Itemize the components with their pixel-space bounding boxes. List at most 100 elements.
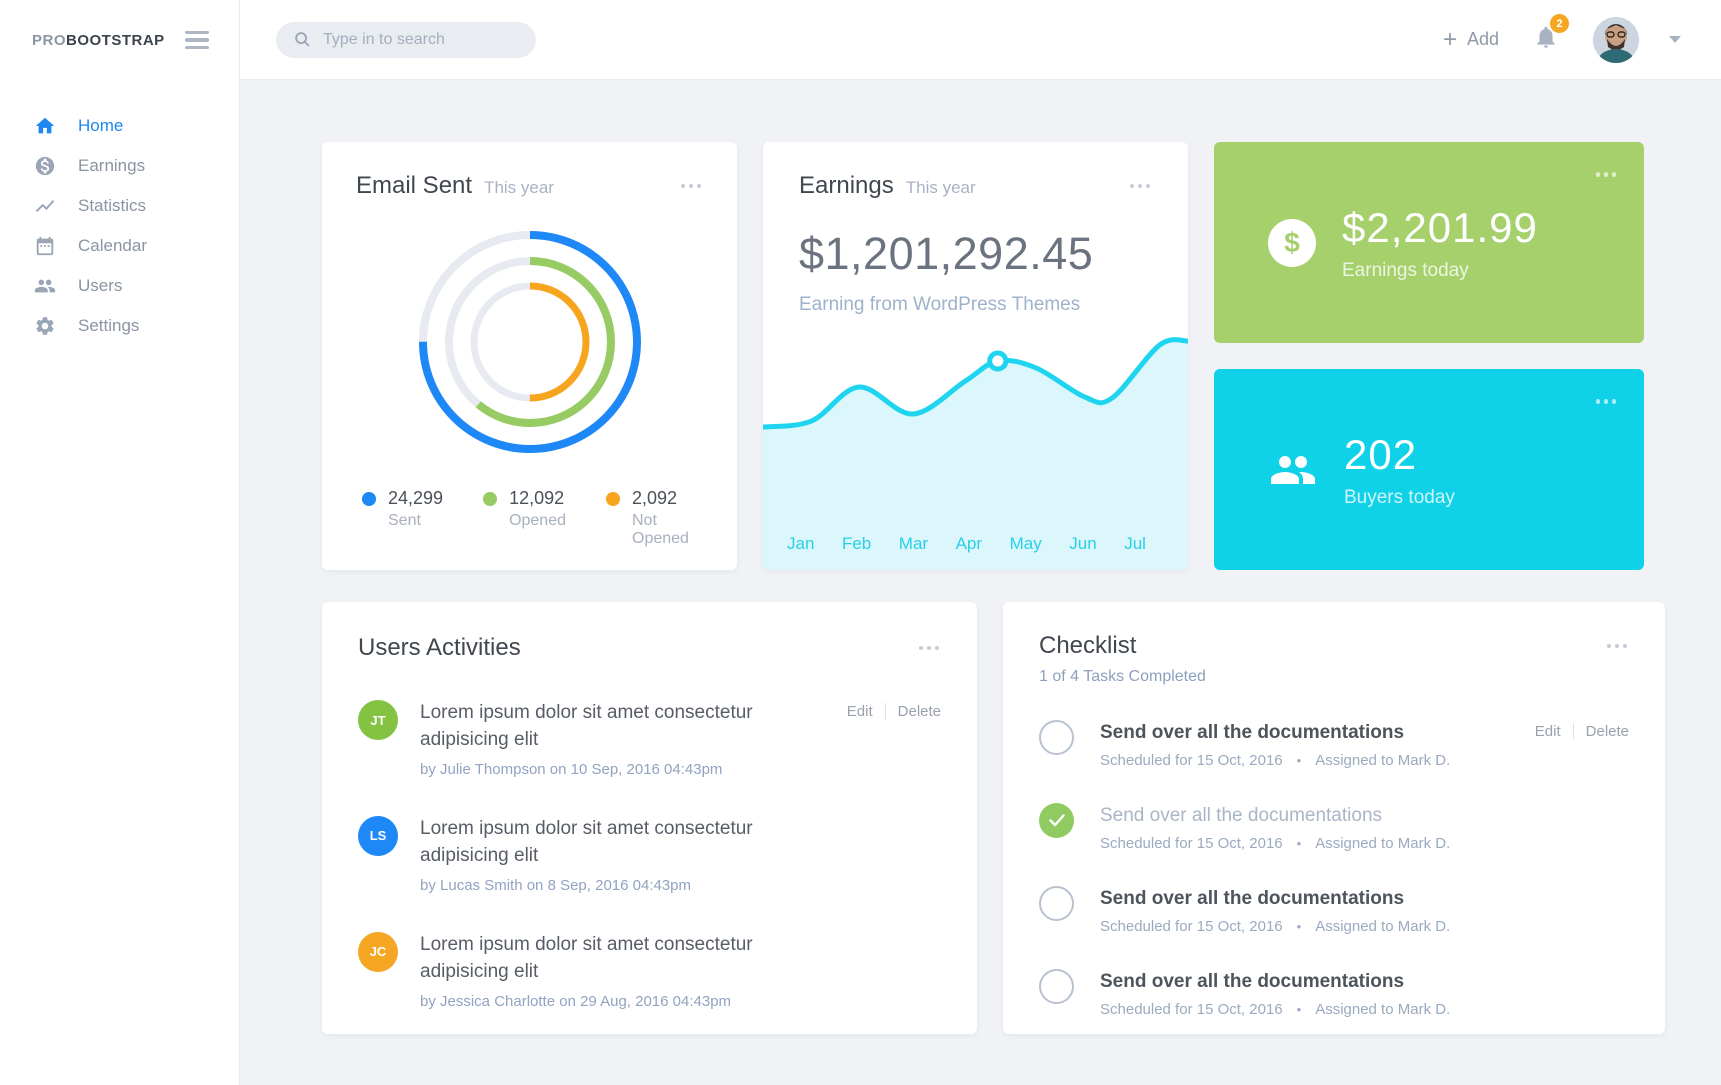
bullet-separator: • <box>1296 753 1302 768</box>
buyers-today-menu-icon[interactable] <box>1594 393 1619 410</box>
activity-meta: by Jessica Charlotte on 29 Aug, 2016 04:… <box>420 992 732 1010</box>
brand-area: PROBOOTSTRAP <box>0 0 240 80</box>
search-bar[interactable] <box>276 21 536 58</box>
checklist-card-menu-icon[interactable] <box>1605 638 1630 655</box>
activity-row: LS Lorem ipsum dolor sit amet consectetu… <box>358 815 941 894</box>
plus-icon: + <box>1442 25 1457 53</box>
earnings-card-menu-icon[interactable] <box>1128 178 1153 195</box>
edit-button[interactable]: Edit <box>1534 723 1561 740</box>
sidebar-item-earnings[interactable]: Earnings <box>0 146 239 186</box>
users-activities-card: Users Activities JT Lorem ipsum dolor si… <box>322 602 977 1034</box>
bell-icon <box>1537 26 1555 48</box>
brand-logo-bold: BOOTSTRAP <box>66 31 165 49</box>
stat-cards-column: $ $2,201.99 Earnings today 202 Buyers to… <box>1214 142 1644 570</box>
checkbox-unchecked[interactable] <box>1039 886 1074 921</box>
legend-item-opened: 12,092 Opened <box>483 488 566 548</box>
notifications-button[interactable]: 2 <box>1529 14 1569 59</box>
email-sent-card: Email Sent This year <box>322 142 737 570</box>
user-avatar[interactable] <box>1593 16 1639 63</box>
dollar-circle-icon <box>35 156 55 176</box>
earnings-amount: $1,201,292.45 <box>799 228 1094 279</box>
sidebar-item-users[interactable]: Users <box>0 266 239 306</box>
search-icon <box>295 32 310 47</box>
bullet-separator: • <box>1296 1002 1302 1017</box>
task-title: Send over all the documentations <box>1100 888 1405 909</box>
earnings-today-menu-icon[interactable] <box>1594 166 1619 183</box>
avatar-image <box>1593 16 1639 63</box>
brand-logo-light: PRO <box>32 31 67 49</box>
users-icon <box>34 279 56 293</box>
activity-text: Lorem ipsum dolor sit amet consectetur a… <box>420 933 753 982</box>
checkbox-checked[interactable] <box>1039 803 1074 838</box>
task-scheduled: Scheduled for 15 Oct, 2016 <box>1100 835 1283 852</box>
checkbox-unchecked[interactable] <box>1039 969 1074 1004</box>
chevron-down-icon[interactable] <box>1669 36 1681 43</box>
task-assigned: Assigned to Mark D. <box>1315 1001 1451 1018</box>
task-scheduled: Scheduled for 15 Oct, 2016 <box>1100 918 1283 935</box>
hamburger-menu-icon[interactable] <box>181 27 213 54</box>
calendar-icon <box>36 236 54 256</box>
check-icon <box>1048 814 1065 827</box>
checklist-card-title: Checklist <box>1039 632 1137 659</box>
divider <box>884 703 886 720</box>
earnings-today-card: $ $2,201.99 Earnings today <box>1214 142 1644 343</box>
edit-button[interactable]: Edit <box>846 703 873 720</box>
sidebar-item-label: Home <box>78 116 124 135</box>
users-icon <box>1271 456 1315 484</box>
email-chart-legend: 24,299 Sent 12,092 Opened <box>356 488 703 548</box>
sidebar-item-label: Users <box>78 276 123 295</box>
add-button[interactable]: + Add <box>1442 25 1499 53</box>
buyers-today-label: Buyers today <box>1344 487 1455 508</box>
month-label: Apr <box>955 534 983 553</box>
legend-label: Sent <box>388 512 421 529</box>
checkbox-unchecked[interactable] <box>1039 720 1074 755</box>
month-label: Feb <box>841 534 872 553</box>
task-title: Send over all the documentations <box>1100 805 1383 826</box>
checklist-row: Send over all the documentations Schedul… <box>1039 803 1629 852</box>
email-card-title: Email Sent <box>356 172 473 199</box>
sidebar-item-home[interactable]: Home <box>0 106 239 146</box>
delete-button[interactable]: Delete <box>1585 723 1629 740</box>
checklist-progress-text: 1 of 4 Tasks Completed <box>1039 668 1206 685</box>
search-input[interactable] <box>323 30 518 49</box>
sidebar-item-label: Calendar <box>78 236 147 255</box>
task-assigned: Assigned to Mark D. <box>1315 752 1451 769</box>
checklist-row: Send over all the documentations Schedul… <box>1039 886 1629 935</box>
activities-card-title: Users Activities <box>358 634 521 661</box>
activity-meta: by Lucas Smith on 8 Sep, 2016 04:43pm <box>420 876 692 894</box>
buyers-today-card: 202 Buyers today <box>1214 369 1644 570</box>
gear-icon <box>36 317 54 335</box>
home-icon <box>35 117 55 134</box>
sidebar-item-calendar[interactable]: Calendar <box>0 226 239 266</box>
sidebar-item-statistics[interactable]: Statistics <box>0 186 239 226</box>
task-title: Send over all the documentations <box>1100 971 1405 992</box>
avatar: LS <box>358 815 398 856</box>
legend-value: 2,092 <box>632 488 678 508</box>
header-actions: + Add 2 <box>1442 14 1681 63</box>
legend-value: 12,092 <box>509 488 565 508</box>
month-label: Jun <box>1069 534 1097 553</box>
divider <box>1572 723 1574 740</box>
email-card-menu-icon[interactable] <box>679 178 704 195</box>
legend-label: Opened <box>509 512 566 529</box>
top-header: + Add 2 <box>240 0 1721 80</box>
legend-dot-sent <box>362 492 376 506</box>
chart-marker <box>987 350 1009 372</box>
activities-card-menu-icon[interactable] <box>917 640 942 657</box>
sidebar-item-settings[interactable]: Settings <box>0 306 239 346</box>
email-card-subtitle: This year <box>484 178 554 197</box>
task-title: Send over all the documentations <box>1100 722 1405 743</box>
email-donut-chart <box>356 226 703 458</box>
checklist-card: Checklist 1 of 4 Tasks Completed Send ov… <box>1003 602 1665 1034</box>
month-label: May <box>1009 534 1042 553</box>
earnings-card-title: Earnings <box>799 172 894 199</box>
task-scheduled: Scheduled for 15 Oct, 2016 <box>1100 1001 1283 1018</box>
earnings-caption: Earning from WordPress Themes <box>799 294 1081 315</box>
checklist-row: Send over all the documentations Schedul… <box>1039 969 1629 1018</box>
delete-button[interactable]: Delete <box>897 703 941 720</box>
task-assigned: Assigned to Mark D. <box>1315 835 1451 852</box>
legend-dot-not-opened <box>606 492 620 506</box>
task-assigned: Assigned to Mark D. <box>1315 918 1451 935</box>
earnings-chart-months: Jan Feb Mar Apr May Jun Jul <box>763 534 1188 554</box>
add-button-label: Add <box>1466 29 1499 49</box>
